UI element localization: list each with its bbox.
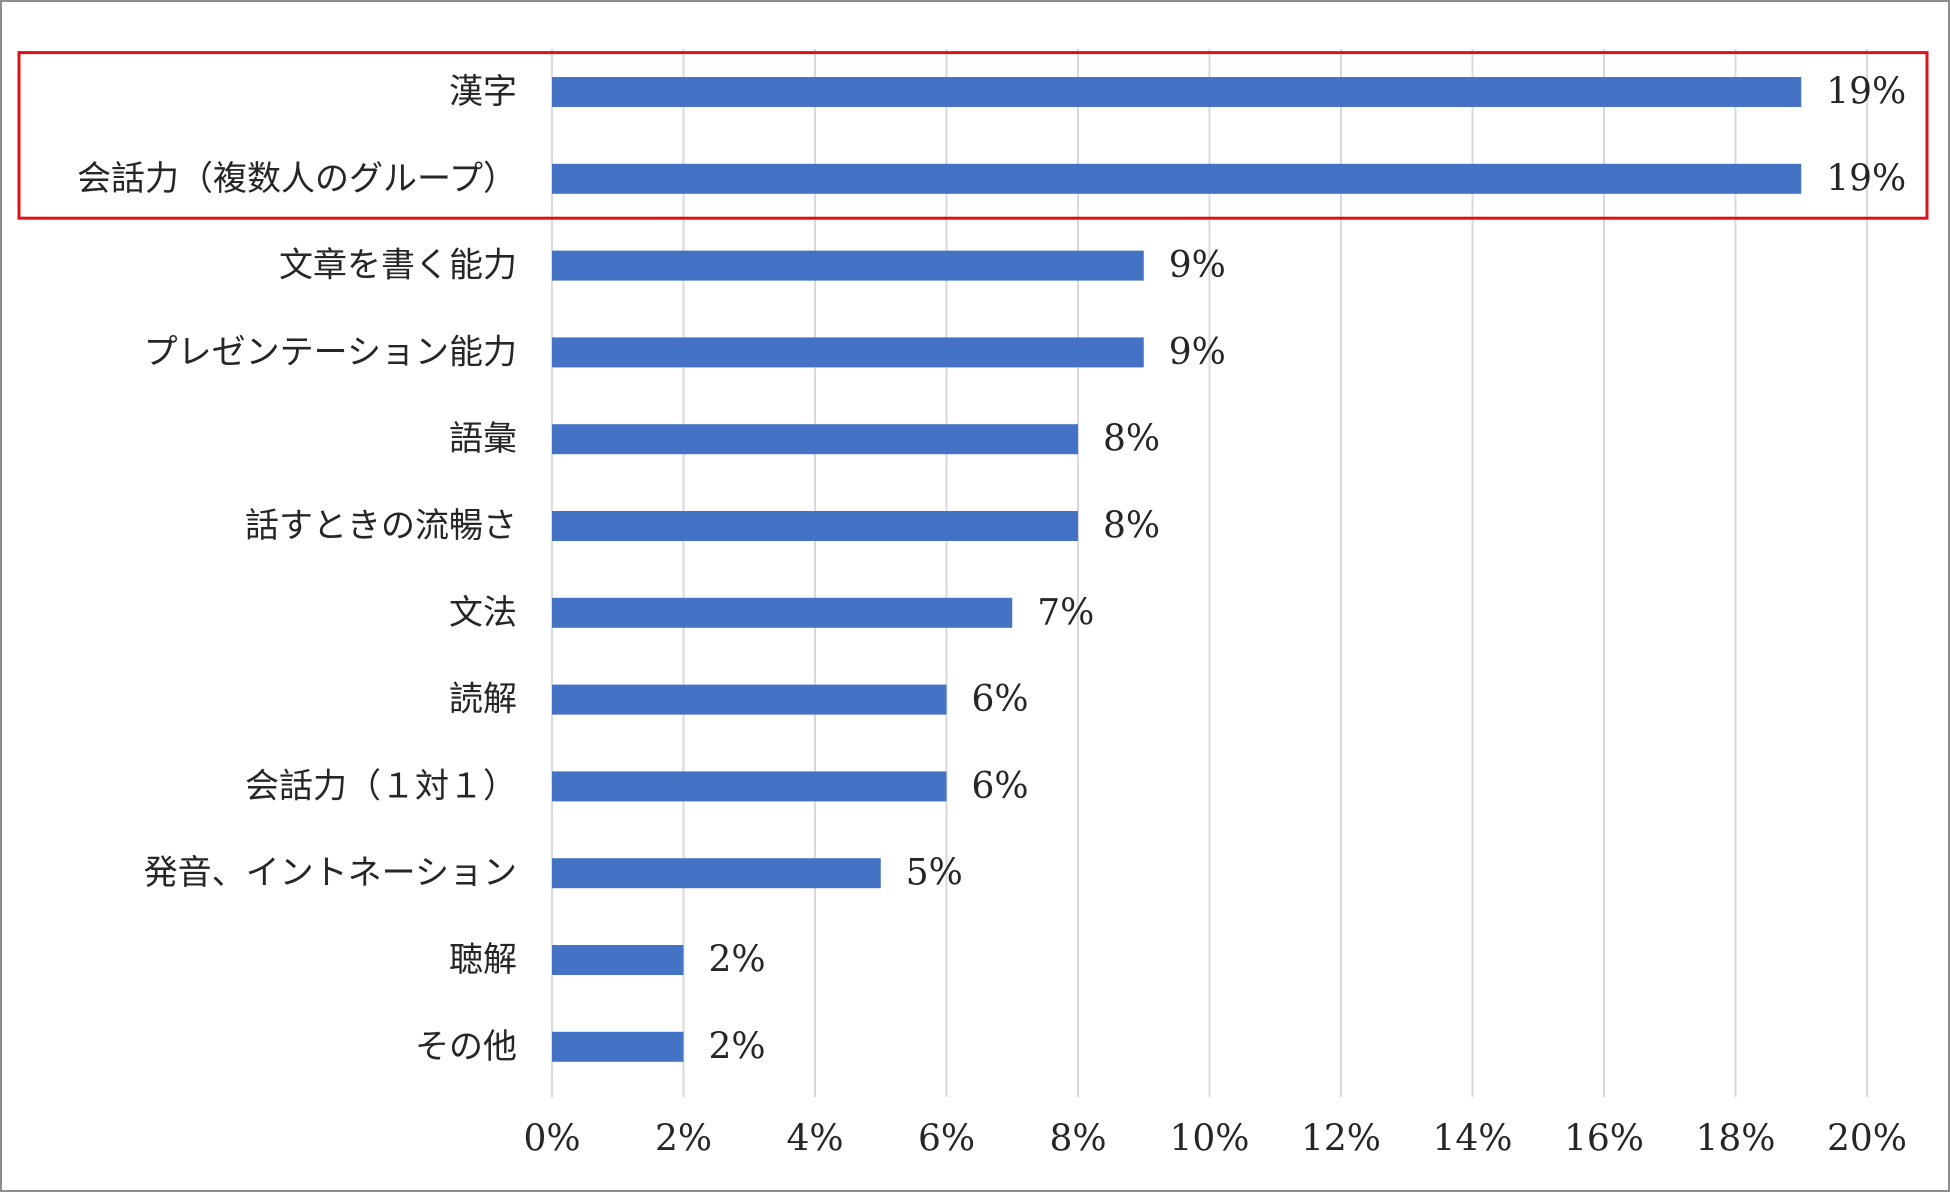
x-tick-label: 14% [1432,1119,1512,1160]
bar [552,77,1802,107]
data-label: 9% [1169,245,1226,286]
bar [552,337,1144,368]
category-label: 聴解 [449,940,517,980]
bar [552,858,881,889]
category-label: 読解 [449,680,517,720]
category-label: 漢字 [449,72,517,112]
x-tick-label: 12% [1301,1119,1381,1160]
data-label: 6% [972,679,1029,720]
bar [552,597,1013,628]
x-tick-label: 4% [786,1119,843,1160]
data-label: 2% [709,940,766,981]
category-label: 文章を書く能力 [279,246,517,286]
highlight-rectangle [17,51,1929,220]
bar [552,684,947,715]
x-axis-tick-labels: 0% 2% 4% 6% 8% 10% 12% 14% 16% 18% 20% [523,1119,1907,1160]
category-label: 文法 [449,593,517,633]
bar [552,250,1144,281]
x-tick-label: 16% [1564,1119,1644,1160]
category-label: 会話力（複数人のグループ） [77,159,517,199]
data-labels: 19% 19% 9% 9% 8% 8% 7% 6% 6% 5% 2% 2% [709,72,1907,1068]
x-tick-label: 20% [1827,1119,1907,1160]
data-label: 19% [1826,72,1906,113]
grid-lines [551,49,1868,1097]
category-label: その他 [415,1027,517,1067]
bar [552,511,1078,541]
data-label: 19% [1826,158,1906,199]
category-label: プレゼンテーション能力 [144,332,517,372]
bars [552,77,1802,1062]
x-tick-label: 2% [655,1119,712,1160]
x-tick-label: 6% [918,1119,975,1160]
bar [552,424,1078,455]
x-tick-label: 8% [1049,1119,1106,1160]
x-tick-label: 0% [523,1119,580,1160]
data-label: 2% [709,1026,766,1067]
data-label: 6% [972,766,1029,807]
data-label: 8% [1103,506,1160,547]
x-tick-label: 10% [1169,1119,1249,1160]
data-label: 7% [1037,592,1094,633]
data-label: 8% [1103,419,1160,460]
bar [552,163,1802,194]
highlight-box [17,51,1929,220]
category-label: 語彙 [449,419,517,459]
category-label: 話すときの流暢さ [245,506,517,546]
category-label: 会話力（１対１） [245,766,517,806]
bar [552,1031,684,1062]
x-tick-label: 18% [1695,1119,1775,1160]
data-label: 5% [906,853,963,894]
bar [552,771,947,802]
data-label: 9% [1169,332,1226,373]
bar [552,945,684,975]
category-label: 発音、イントネーション [144,853,517,893]
